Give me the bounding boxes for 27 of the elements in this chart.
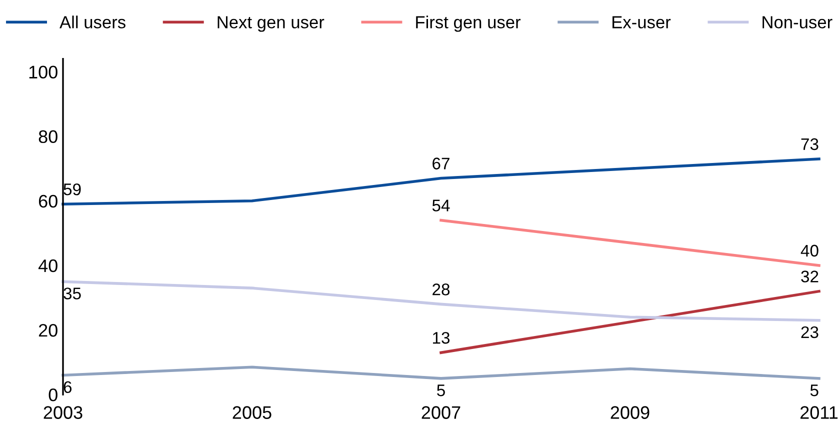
legend-label: First gen user — [416, 16, 521, 32]
y-tick-label: 0 — [48, 388, 58, 402]
y-tick-label: 80 — [38, 130, 58, 144]
data-label: 13 — [433, 332, 450, 344]
data-label: 67 — [432, 158, 450, 170]
y-tick-label: 100 — [29, 66, 58, 78]
data-label: 40 — [800, 244, 818, 257]
legend-label: Ex-user — [612, 16, 671, 28]
line-series — [62, 366, 820, 380]
x-tick-label: 2011 — [800, 406, 838, 419]
legend-label: Non-user — [762, 16, 832, 28]
data-label: 54 — [432, 200, 450, 212]
data-label: 28 — [432, 284, 450, 296]
data-label: 73 — [801, 138, 818, 150]
y-tick-label: 20 — [38, 324, 58, 337]
data-label: 5 — [437, 384, 445, 396]
x-tick-label: 2007 — [422, 406, 460, 419]
data-label: 23 — [801, 326, 818, 338]
y-tick-label: 40 — [38, 259, 58, 272]
data-label: 5 — [810, 384, 818, 396]
x-tick-label: 2009 — [610, 406, 650, 419]
legend-label: All users — [60, 16, 126, 28]
data-label: 32 — [801, 270, 818, 282]
x-tick-label: 2005 — [232, 406, 272, 419]
y-tick-label: 60 — [38, 194, 58, 208]
legend-label: Next gen user — [218, 16, 324, 32]
x-tick-label: 2003 — [44, 406, 82, 419]
